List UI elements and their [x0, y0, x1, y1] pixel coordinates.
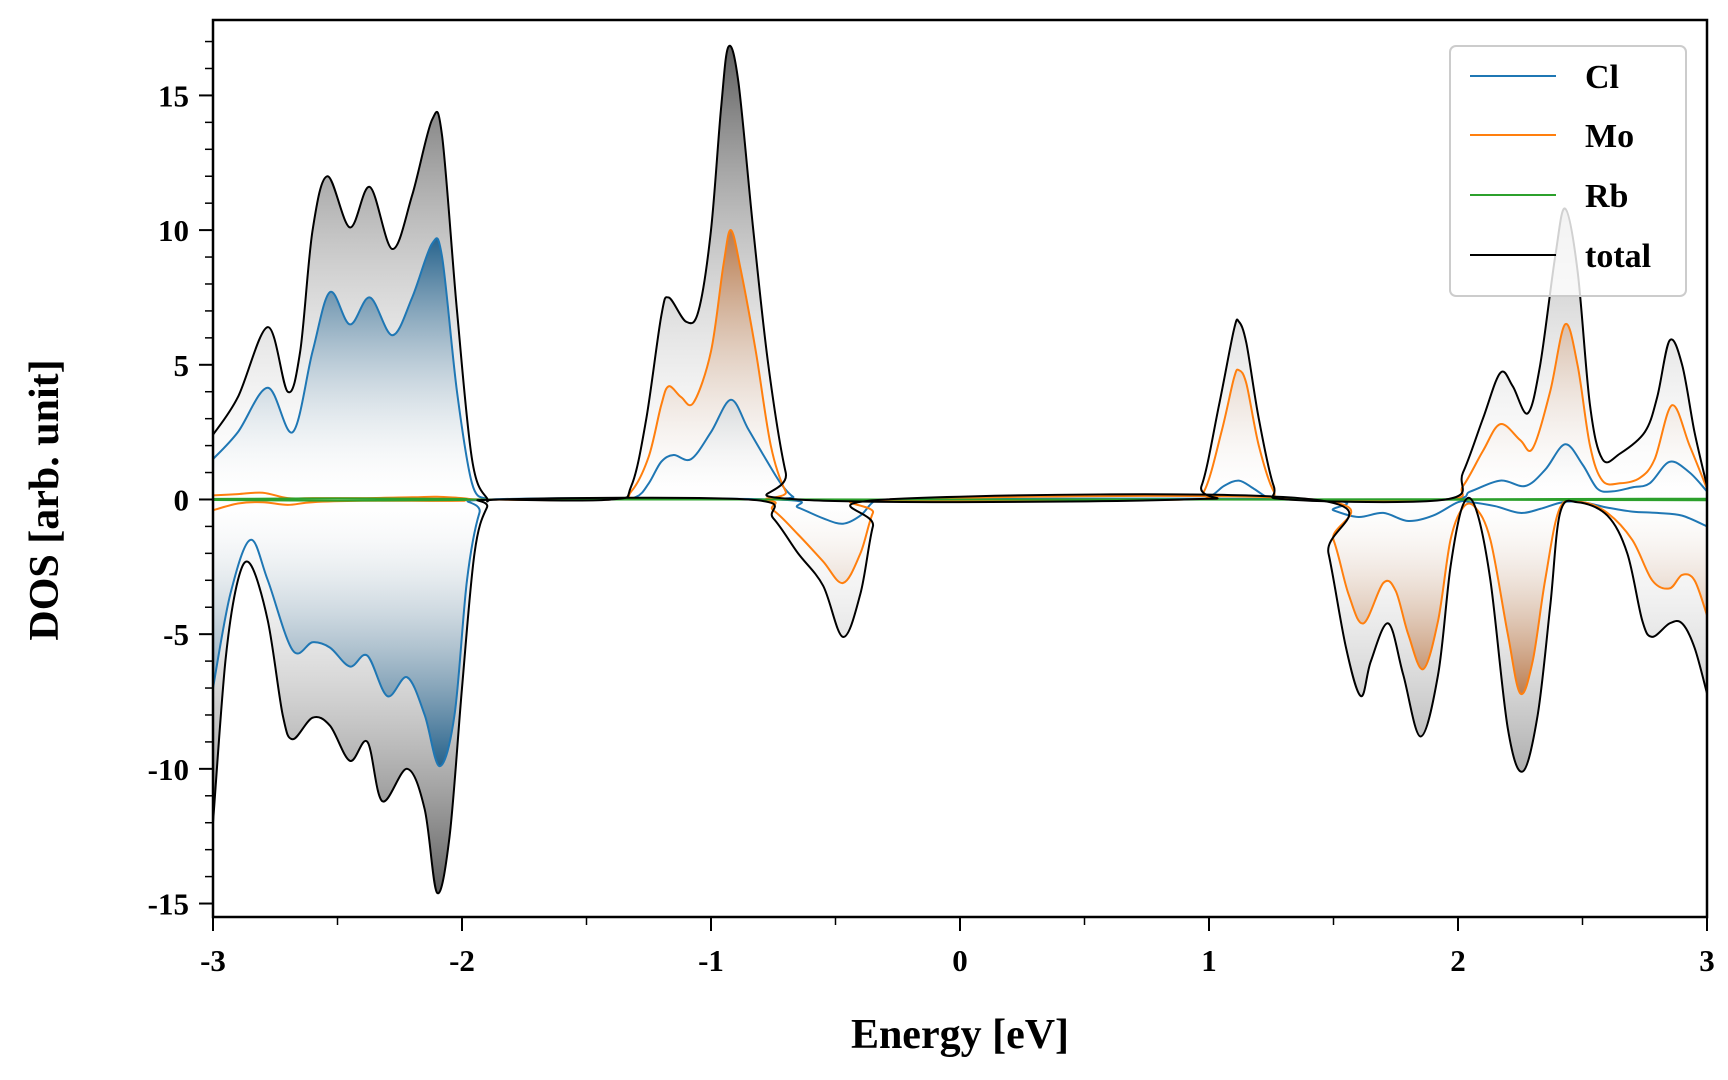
line-cl-spin-down	[212, 497, 1708, 768]
x-tick-label: 2	[1450, 943, 1466, 978]
y-tick-label: 10	[158, 213, 189, 248]
legend-label-cl: Cl	[1585, 59, 1619, 96]
fill-mo-spin-down	[213, 495, 1707, 695]
x-tick-label: -1	[698, 943, 724, 978]
x-axis-title: Energy [eV]	[851, 1012, 1069, 1058]
line-total-spin-down	[212, 493, 1708, 895]
y-tick-label: 15	[158, 78, 189, 113]
x-tick-label: 3	[1699, 943, 1715, 978]
y-tick-label: 5	[174, 348, 190, 383]
y-tick-label: -10	[148, 752, 189, 787]
legend-entry-total: total	[1470, 238, 1651, 275]
x-tick-label: 1	[1201, 943, 1217, 978]
line-cl-spin-up	[212, 237, 1708, 502]
x-tick-label: -3	[200, 943, 226, 978]
line-rb-spin-down	[212, 498, 1708, 502]
fill-cl-spin-up	[213, 238, 1707, 501]
y-axis-title: DOS [arb. unit]	[22, 359, 68, 640]
legend-label-total: total	[1585, 238, 1651, 275]
y-tick-label: 0	[174, 482, 190, 517]
legend-label-mo: Mo	[1585, 118, 1634, 155]
legend-entry-mo: Mo	[1470, 118, 1634, 155]
legend-entry-cl: Cl	[1470, 59, 1619, 96]
legend-entry-rb: Rb	[1470, 178, 1628, 215]
legend-box	[1449, 45, 1687, 297]
x-tick-label: 0	[952, 943, 968, 978]
fill-cl-spin-down	[213, 498, 1707, 767]
y-tick-label: -5	[163, 617, 189, 652]
x-tick-label: -2	[449, 943, 475, 978]
y-tick-label: -15	[148, 887, 189, 922]
legend-label-rb: Rb	[1585, 178, 1628, 215]
legend: Cl Mo Rb total	[1449, 45, 1687, 297]
